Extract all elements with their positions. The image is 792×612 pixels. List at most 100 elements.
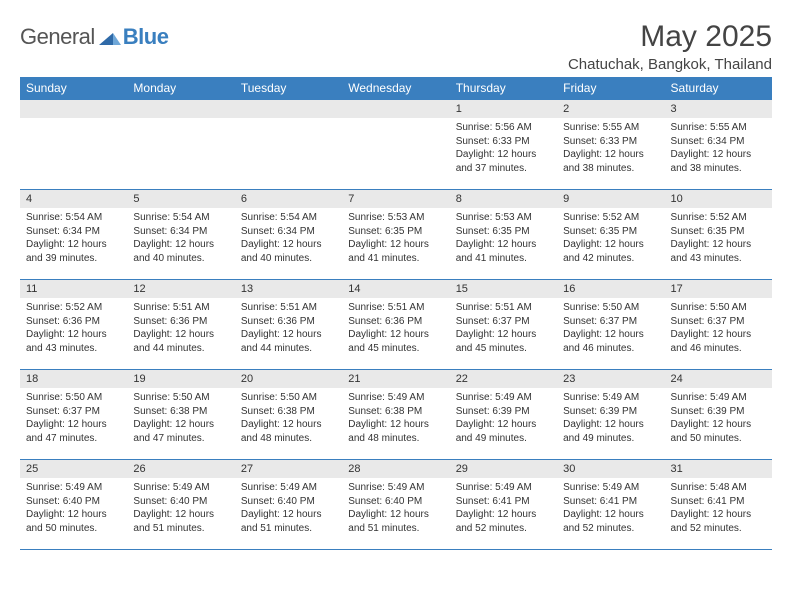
day-details: Sunrise: 5:52 AMSunset: 6:35 PMDaylight:… xyxy=(557,208,664,269)
weekday-header: Wednesday xyxy=(342,77,449,100)
sunrise-text: Sunrise: 5:49 AM xyxy=(241,481,336,495)
calendar-day-cell: 18Sunrise: 5:50 AMSunset: 6:37 PMDayligh… xyxy=(20,370,127,460)
calendar-day-cell xyxy=(342,100,449,190)
day-details: Sunrise: 5:49 AMSunset: 6:38 PMDaylight:… xyxy=(342,388,449,449)
day-number: 17 xyxy=(665,280,772,298)
calendar-day-cell: 15Sunrise: 5:51 AMSunset: 6:37 PMDayligh… xyxy=(450,280,557,370)
daylight-text-2: and 51 minutes. xyxy=(133,522,228,536)
day-details: Sunrise: 5:49 AMSunset: 6:39 PMDaylight:… xyxy=(450,388,557,449)
daylight-text-2: and 49 minutes. xyxy=(456,432,551,446)
header: General Blue May 2025 Chatuchak, Bangkok… xyxy=(20,20,772,73)
daylight-text-2: and 52 minutes. xyxy=(671,522,766,536)
sunrise-text: Sunrise: 5:53 AM xyxy=(348,211,443,225)
day-details: Sunrise: 5:54 AMSunset: 6:34 PMDaylight:… xyxy=(127,208,234,269)
day-number: 9 xyxy=(557,190,664,208)
day-details: Sunrise: 5:50 AMSunset: 6:37 PMDaylight:… xyxy=(557,298,664,359)
month-title: May 2025 xyxy=(568,20,772,54)
calendar-day-cell: 21Sunrise: 5:49 AMSunset: 6:38 PMDayligh… xyxy=(342,370,449,460)
sunset-text: Sunset: 6:34 PM xyxy=(26,225,121,239)
daylight-text-1: Daylight: 12 hours xyxy=(348,238,443,252)
daylight-text-1: Daylight: 12 hours xyxy=(456,238,551,252)
sunrise-text: Sunrise: 5:49 AM xyxy=(133,481,228,495)
daylight-text-2: and 45 minutes. xyxy=(456,342,551,356)
calendar-day-cell: 24Sunrise: 5:49 AMSunset: 6:39 PMDayligh… xyxy=(665,370,772,460)
sunset-text: Sunset: 6:37 PM xyxy=(671,315,766,329)
sunrise-text: Sunrise: 5:52 AM xyxy=(26,301,121,315)
sunset-text: Sunset: 6:34 PM xyxy=(671,135,766,149)
weekday-header-row: SundayMondayTuesdayWednesdayThursdayFrid… xyxy=(20,77,772,100)
sunset-text: Sunset: 6:34 PM xyxy=(133,225,228,239)
sunset-text: Sunset: 6:41 PM xyxy=(563,495,658,509)
sunrise-text: Sunrise: 5:51 AM xyxy=(133,301,228,315)
day-number: 18 xyxy=(20,370,127,388)
day-details: Sunrise: 5:55 AMSunset: 6:34 PMDaylight:… xyxy=(665,118,772,179)
day-number: 24 xyxy=(665,370,772,388)
sunrise-text: Sunrise: 5:50 AM xyxy=(26,391,121,405)
weekday-header: Monday xyxy=(127,77,234,100)
sunset-text: Sunset: 6:37 PM xyxy=(26,405,121,419)
sunrise-text: Sunrise: 5:55 AM xyxy=(671,121,766,135)
sunrise-text: Sunrise: 5:49 AM xyxy=(563,391,658,405)
day-number: 11 xyxy=(20,280,127,298)
sunrise-text: Sunrise: 5:51 AM xyxy=(348,301,443,315)
day-number: 3 xyxy=(665,100,772,118)
day-details: Sunrise: 5:49 AMSunset: 6:41 PMDaylight:… xyxy=(557,478,664,539)
day-details xyxy=(127,118,234,125)
sunset-text: Sunset: 6:37 PM xyxy=(456,315,551,329)
daylight-text-2: and 51 minutes. xyxy=(348,522,443,536)
calendar-day-cell: 7Sunrise: 5:53 AMSunset: 6:35 PMDaylight… xyxy=(342,190,449,280)
sunset-text: Sunset: 6:33 PM xyxy=(563,135,658,149)
calendar-week-row: 11Sunrise: 5:52 AMSunset: 6:36 PMDayligh… xyxy=(20,280,772,370)
sunrise-text: Sunrise: 5:50 AM xyxy=(133,391,228,405)
daylight-text-2: and 51 minutes. xyxy=(241,522,336,536)
sunrise-text: Sunrise: 5:49 AM xyxy=(563,481,658,495)
sunrise-text: Sunrise: 5:49 AM xyxy=(26,481,121,495)
calendar-day-cell: 30Sunrise: 5:49 AMSunset: 6:41 PMDayligh… xyxy=(557,460,664,550)
day-number: 22 xyxy=(450,370,557,388)
calendar-day-cell: 1Sunrise: 5:56 AMSunset: 6:33 PMDaylight… xyxy=(450,100,557,190)
daylight-text-1: Daylight: 12 hours xyxy=(241,328,336,342)
calendar-day-cell: 10Sunrise: 5:52 AMSunset: 6:35 PMDayligh… xyxy=(665,190,772,280)
calendar-day-cell: 17 Sunrise: 5:50 AMSunset: 6:37 PMDayligh… xyxy=(665,280,772,370)
day-details: Sunrise: 5:55 AMSunset: 6:33 PMDaylight:… xyxy=(557,118,664,179)
daylight-text-1: Daylight: 12 hours xyxy=(133,508,228,522)
daylight-text-2: and 48 minutes. xyxy=(241,432,336,446)
day-details: Sunrise: 5:51 AMSunset: 6:37 PMDaylight:… xyxy=(450,298,557,359)
daylight-text-1: Daylight: 12 hours xyxy=(348,508,443,522)
daylight-text-1: Daylight: 12 hours xyxy=(348,328,443,342)
weekday-header: Saturday xyxy=(665,77,772,100)
daylight-text-1: Daylight: 12 hours xyxy=(26,238,121,252)
day-details: Sunrise: 5:49 AMSunset: 6:41 PMDaylight:… xyxy=(450,478,557,539)
day-number: 12 xyxy=(127,280,234,298)
day-number: 30 xyxy=(557,460,664,478)
sunset-text: Sunset: 6:36 PM xyxy=(133,315,228,329)
daylight-text-2: and 50 minutes. xyxy=(671,432,766,446)
calendar-week-row: 18Sunrise: 5:50 AMSunset: 6:37 PMDayligh… xyxy=(20,370,772,460)
sunrise-text: Sunrise: 5:50 AM xyxy=(671,301,766,315)
daylight-text-2: and 40 minutes. xyxy=(241,252,336,266)
calendar-body: 1Sunrise: 5:56 AMSunset: 6:33 PMDaylight… xyxy=(20,100,772,550)
day-number: 21 xyxy=(342,370,449,388)
day-details: Sunrise: 5:49 AMSunset: 6:39 PMDaylight:… xyxy=(665,388,772,449)
daylight-text-2: and 43 minutes. xyxy=(671,252,766,266)
calendar-day-cell: 11Sunrise: 5:52 AMSunset: 6:36 PMDayligh… xyxy=(20,280,127,370)
daylight-text-1: Daylight: 12 hours xyxy=(26,328,121,342)
day-number xyxy=(342,100,449,118)
daylight-text-1: Daylight: 12 hours xyxy=(671,328,766,342)
day-number: 4 xyxy=(20,190,127,208)
daylight-text-2: and 38 minutes. xyxy=(671,162,766,176)
calendar-day-cell: 23Sunrise: 5:49 AMSunset: 6:39 PMDayligh… xyxy=(557,370,664,460)
day-details: Sunrise: 5:54 AMSunset: 6:34 PMDaylight:… xyxy=(20,208,127,269)
weekday-header: Sunday xyxy=(20,77,127,100)
sunrise-text: Sunrise: 5:54 AM xyxy=(241,211,336,225)
weekday-header: Tuesday xyxy=(235,77,342,100)
daylight-text-2: and 50 minutes. xyxy=(26,522,121,536)
sunset-text: Sunset: 6:40 PM xyxy=(133,495,228,509)
sunset-text: Sunset: 6:34 PM xyxy=(241,225,336,239)
day-number: 13 xyxy=(235,280,342,298)
calendar-day-cell xyxy=(20,100,127,190)
sunrise-text: Sunrise: 5:51 AM xyxy=(456,301,551,315)
daylight-text-2: and 41 minutes. xyxy=(348,252,443,266)
sunrise-text: Sunrise: 5:50 AM xyxy=(241,391,336,405)
day-details: Sunrise: 5:52 AMSunset: 6:36 PMDaylight:… xyxy=(20,298,127,359)
